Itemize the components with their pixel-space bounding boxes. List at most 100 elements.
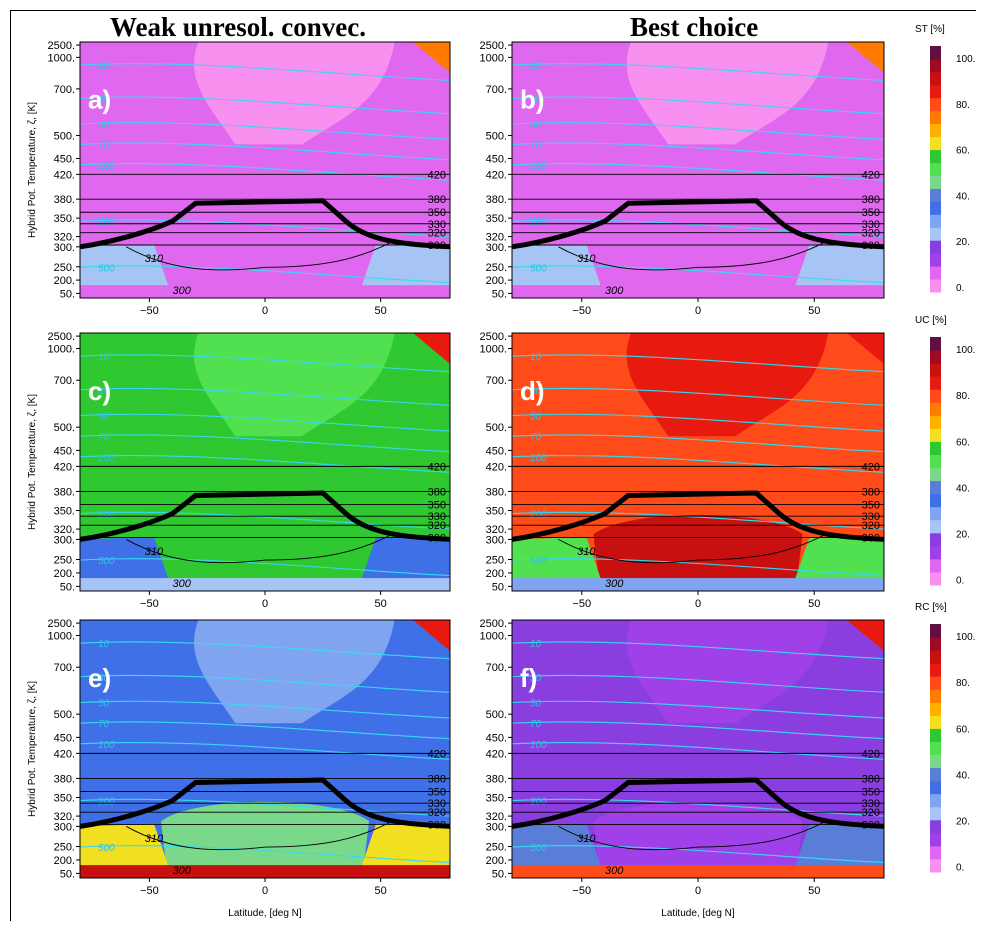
- field-layer: 10 30 50 70 100 200 500: [512, 620, 884, 878]
- isentrope-label: 330: [428, 798, 446, 810]
- colorbar-swatch: [930, 175, 941, 189]
- colorbar-swatch: [930, 624, 941, 638]
- cyan-contour-label: 500: [98, 556, 115, 567]
- isentrope-label: 420: [428, 169, 446, 181]
- surface-layer: [512, 578, 884, 591]
- isentrope-label: 420: [862, 461, 880, 473]
- cyan-contour-label: 10: [530, 61, 542, 72]
- x-tick-label: −50: [572, 598, 591, 610]
- surface-layer: [80, 578, 450, 591]
- y-tick-label: 2500.: [47, 40, 75, 52]
- y-tick-label: 350.: [486, 213, 507, 225]
- panel-letter: b): [520, 85, 545, 115]
- cyan-contour-label: 50: [98, 412, 110, 423]
- y-tick-label: 2500.: [47, 331, 75, 343]
- colorbar-swatch: [930, 162, 941, 176]
- cyan-contour-label: 50: [530, 120, 542, 131]
- isentrope-label: 310: [145, 253, 164, 265]
- y-tick-label: 50.: [60, 288, 75, 300]
- cyan-contour: [80, 641, 450, 660]
- tropical-region: [160, 514, 370, 591]
- cyan-contour-label: 70: [98, 140, 110, 151]
- polar-corner: [413, 42, 450, 73]
- cyan-contour-label: 70: [98, 719, 110, 730]
- cyan-contour: [80, 387, 450, 406]
- y-tick-label: 420.: [54, 169, 75, 181]
- colorbar-swatch: [930, 754, 941, 769]
- cyan-contour-label: 10: [98, 352, 110, 363]
- cyan-contour: [512, 413, 884, 432]
- isentrope-label: 350: [862, 787, 880, 799]
- isentrope-label: 320: [862, 228, 880, 240]
- isentrope-label: 330: [862, 511, 880, 523]
- cyan-contour-label: 30: [530, 673, 542, 684]
- cyan-contour-label: 70: [530, 140, 542, 151]
- isentrope-label: 380: [862, 773, 880, 785]
- tropical-region: [593, 222, 803, 298]
- y-tick-label: 200.: [54, 568, 75, 580]
- panel-letter: e): [88, 663, 111, 693]
- cyan-contour: [80, 558, 450, 577]
- colorbar-swatch: [930, 571, 941, 586]
- polar-corner: [846, 620, 884, 651]
- y-tick-label: 700.: [54, 375, 75, 387]
- isentrope-label: 420: [862, 169, 880, 181]
- cyan-contour: [512, 721, 884, 740]
- y-tick-label: 2500.: [479, 331, 507, 343]
- y-tick-label: 500.: [54, 422, 75, 434]
- y-tick-label: 320.: [54, 232, 75, 244]
- y-tick-label: 50.: [492, 288, 507, 300]
- cyan-contour: [512, 434, 884, 453]
- colorbar-swatch: [930, 363, 941, 377]
- y-axis-label: Hybrid Pot. Temperature, ζ, [K]: [27, 394, 38, 530]
- cyan-contour: [80, 454, 450, 473]
- tropical-region: [160, 801, 370, 878]
- isentrope-label: 300: [605, 578, 624, 590]
- cyan-contour-label: 500: [530, 843, 547, 854]
- isentrope-310: [126, 241, 393, 271]
- colorbar-swatch: [930, 389, 941, 403]
- y-tick-label: 700.: [486, 662, 507, 674]
- y-tick-label: 1000.: [47, 52, 75, 64]
- colorbar-swatch: [930, 240, 941, 254]
- north-extratropics: [357, 823, 450, 878]
- cyan-contour: [80, 721, 450, 740]
- x-tick-label: 0: [262, 305, 268, 317]
- colorbar-swatch: [930, 227, 941, 241]
- isentrope-label: 310: [145, 833, 164, 845]
- cyan-contour-label: 70: [530, 432, 542, 443]
- colorbar-swatch: [930, 506, 941, 521]
- y-tick-label: 200.: [54, 855, 75, 867]
- y-tick-label: 200.: [486, 568, 507, 580]
- y-tick-label: 350.: [486, 506, 507, 518]
- colorbar-swatch: [930, 780, 941, 795]
- y-tick-label: 420.: [486, 461, 507, 473]
- colorbar-tick-label: 40.: [956, 483, 970, 494]
- isentrope-label: 310: [577, 253, 596, 265]
- isentrope-label: 380: [862, 194, 880, 206]
- cyan-contour: [512, 122, 884, 140]
- isentrope-label: 310: [145, 546, 164, 558]
- y-tick-label: 350.: [54, 506, 75, 518]
- colorbar-swatch: [930, 532, 941, 547]
- cyan-contour-label: 50: [98, 699, 110, 710]
- north-extratropics: [791, 536, 884, 591]
- y-tick-label: 420.: [486, 748, 507, 760]
- y-tick-label: 700.: [54, 662, 75, 674]
- north-extratropics: [357, 244, 450, 298]
- cyan-contour: [512, 674, 884, 693]
- y-tick-label: 250.: [486, 262, 507, 274]
- cyan-contour-label: 200: [97, 797, 115, 808]
- isentrope-label: 330: [428, 511, 446, 523]
- y-tick-label: 50.: [492, 581, 507, 593]
- isentrope-label: 320: [428, 520, 446, 532]
- y-tick-label: 200.: [486, 275, 507, 287]
- panel-letter: c): [88, 376, 111, 406]
- colorbar-label: ST [%]: [915, 24, 945, 35]
- y-tick-label: 450.: [486, 732, 507, 744]
- colorbar-swatch: [930, 519, 941, 534]
- y-tick-label: 320.: [54, 524, 75, 536]
- cyan-contour: [80, 674, 450, 693]
- y-tick-label: 50.: [60, 868, 75, 880]
- panel-a: 1030507010020050042038035033032030031030…: [47, 40, 451, 317]
